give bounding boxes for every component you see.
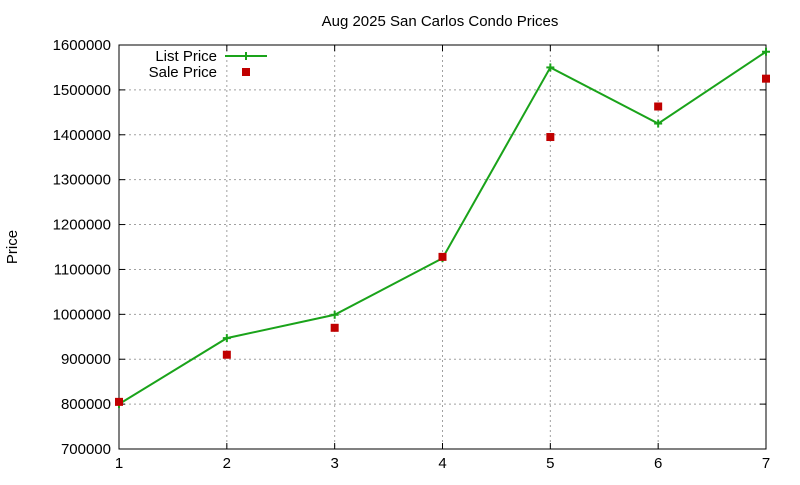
list-price-point xyxy=(546,63,555,72)
sale-price-point xyxy=(222,350,231,359)
y-tick-label: 1000000 xyxy=(53,306,111,323)
x-tick-label: 2 xyxy=(223,455,231,472)
legend-item-list-price: List Price xyxy=(155,48,267,65)
x-tick-label: 6 xyxy=(654,455,662,472)
x-tick-label: 7 xyxy=(762,455,770,472)
chart-title: Aug 2025 San Carlos Condo Prices xyxy=(322,13,559,30)
legend-label: List Price xyxy=(155,48,217,65)
x-tick-label: 3 xyxy=(330,455,338,472)
sale-price-point xyxy=(654,102,663,111)
y-tick-label: 800000 xyxy=(61,396,111,413)
x-tick-label: 5 xyxy=(546,455,554,472)
y-tick-label: 1100000 xyxy=(54,261,111,278)
legend-square-swatch xyxy=(242,68,250,76)
sale-price-point xyxy=(546,133,555,142)
sale-price-point xyxy=(115,397,123,406)
y-axis-label: Price xyxy=(4,230,21,264)
list-price-point xyxy=(330,310,339,319)
sale-price-point xyxy=(438,252,447,261)
grid-lines xyxy=(119,45,766,449)
sale-price-point xyxy=(330,323,339,332)
list-price-point xyxy=(654,119,663,128)
legend-label: Sale Price xyxy=(149,64,217,81)
list-price-point xyxy=(762,47,770,56)
plot-border xyxy=(118,44,767,450)
y-tick-label: 1300000 xyxy=(53,172,111,189)
axes: 700000 800000 900000 1000000 1100000 1200000 1… xyxy=(53,37,771,472)
sale-price-point xyxy=(762,74,770,83)
y-tick-label: 900000 xyxy=(61,351,111,368)
series-layer xyxy=(115,47,770,409)
legend-item-sale-price: Sale Price xyxy=(149,64,250,81)
y-tick-label: 1400000 xyxy=(53,127,111,144)
y-tick-label: 1500000 xyxy=(53,82,111,99)
list-price-point xyxy=(222,334,231,343)
y-tick-label: 700000 xyxy=(61,441,111,458)
y-tick-label: 1600000 xyxy=(53,37,111,54)
x-tick-label: 1 xyxy=(115,455,123,472)
x-tick-label: 4 xyxy=(438,455,446,472)
y-tick-label: 1200000 xyxy=(53,217,111,234)
